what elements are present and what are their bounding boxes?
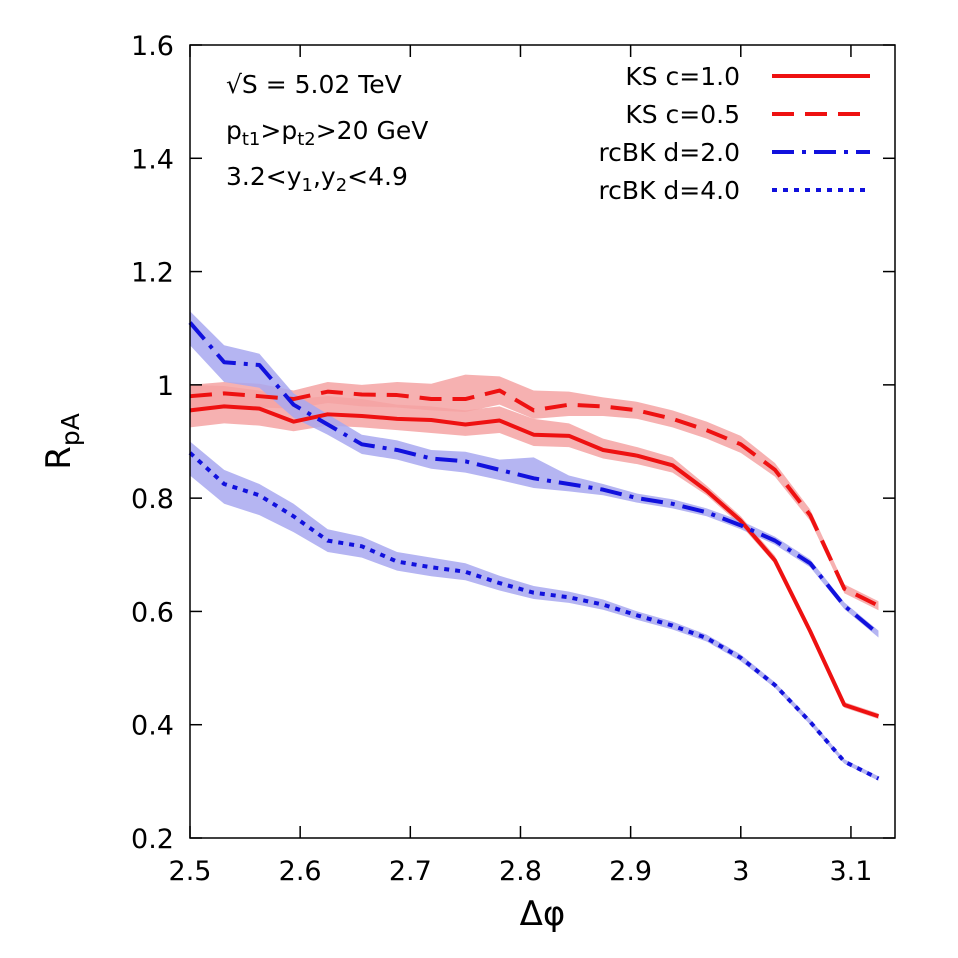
x-tick-label: 2.8 xyxy=(499,856,542,887)
y-tick-label: 1.2 xyxy=(131,258,174,289)
annotation-part: ,y xyxy=(313,162,336,191)
y-axis-title: RpA xyxy=(39,413,85,470)
annotation-part: >20 GeV xyxy=(316,116,429,145)
plot-frame xyxy=(189,44,896,839)
legend-label-3: rcBK d=4.0 xyxy=(598,176,740,205)
x-tick-label: 2.9 xyxy=(609,856,652,887)
legend: KS c=1.0 KS c=0.5 rcBK d=2.0 rcBK d=4.0 xyxy=(598,62,870,205)
x-axis-title: Δφ xyxy=(520,894,566,934)
x-tick-label: 3 xyxy=(732,856,749,887)
y-tick-label: 1.4 xyxy=(131,144,174,175)
annotation-1: pt1>pt2>20 GeV xyxy=(226,116,428,150)
series-line-0 xyxy=(189,404,880,719)
annotations: √S = 5.02 TeV pt1>pt2>20 GeV 3.2<y1,y2<4.9 xyxy=(226,70,428,196)
annotation-part: t2 xyxy=(297,129,316,150)
annotation-part: >p xyxy=(260,116,297,145)
band-3 xyxy=(190,441,879,781)
y-tick-label: 0.4 xyxy=(131,711,174,742)
x-tick-label: 3.1 xyxy=(829,856,872,887)
annotation-2: 3.2<y1,y2<4.9 xyxy=(226,162,408,196)
series-line-1 xyxy=(189,388,880,608)
y-axis-title-sub: pA xyxy=(56,413,85,446)
x-tick-label: 2.6 xyxy=(279,856,322,887)
axes: 2.5 2.6 2.7 2.8 2.9 3 3.1 0.2 0.4 0.6 0.8 1 1.2 1.4 1.… xyxy=(131,31,895,887)
x-tick-label: 2.5 xyxy=(169,856,212,887)
annotation-part: 1 xyxy=(302,175,313,196)
y-axis-title-main: R xyxy=(39,446,79,470)
y-tick-label: 1 xyxy=(157,371,174,402)
annotation-part: t1 xyxy=(242,129,261,150)
annotation-part: <4.9 xyxy=(347,162,408,191)
y-tick-label: 0.8 xyxy=(131,484,174,515)
y-tick-label: 0.6 xyxy=(131,597,174,628)
y-tick-label: 1.6 xyxy=(131,31,174,62)
y-tick-label: 0.2 xyxy=(131,824,174,855)
x-tick-label: 2.7 xyxy=(389,856,432,887)
series-line-3 xyxy=(188,451,880,781)
legend-label-2: rcBK d=2.0 xyxy=(598,138,740,167)
legend-label-0: KS c=1.0 xyxy=(625,62,740,91)
band-1 xyxy=(190,374,879,611)
series-lines xyxy=(188,321,880,781)
band-2 xyxy=(190,311,879,638)
series-line-2 xyxy=(188,321,880,636)
band-0 xyxy=(190,384,879,720)
annotation-part: p xyxy=(226,116,242,145)
annotation-part: 2 xyxy=(336,175,347,196)
annotation-0: √S = 5.02 TeV xyxy=(226,70,402,99)
uncertainty-bands xyxy=(190,311,879,781)
annotation-part: 3.2<y xyxy=(226,162,302,191)
legend-label-1: KS c=0.5 xyxy=(625,100,740,129)
